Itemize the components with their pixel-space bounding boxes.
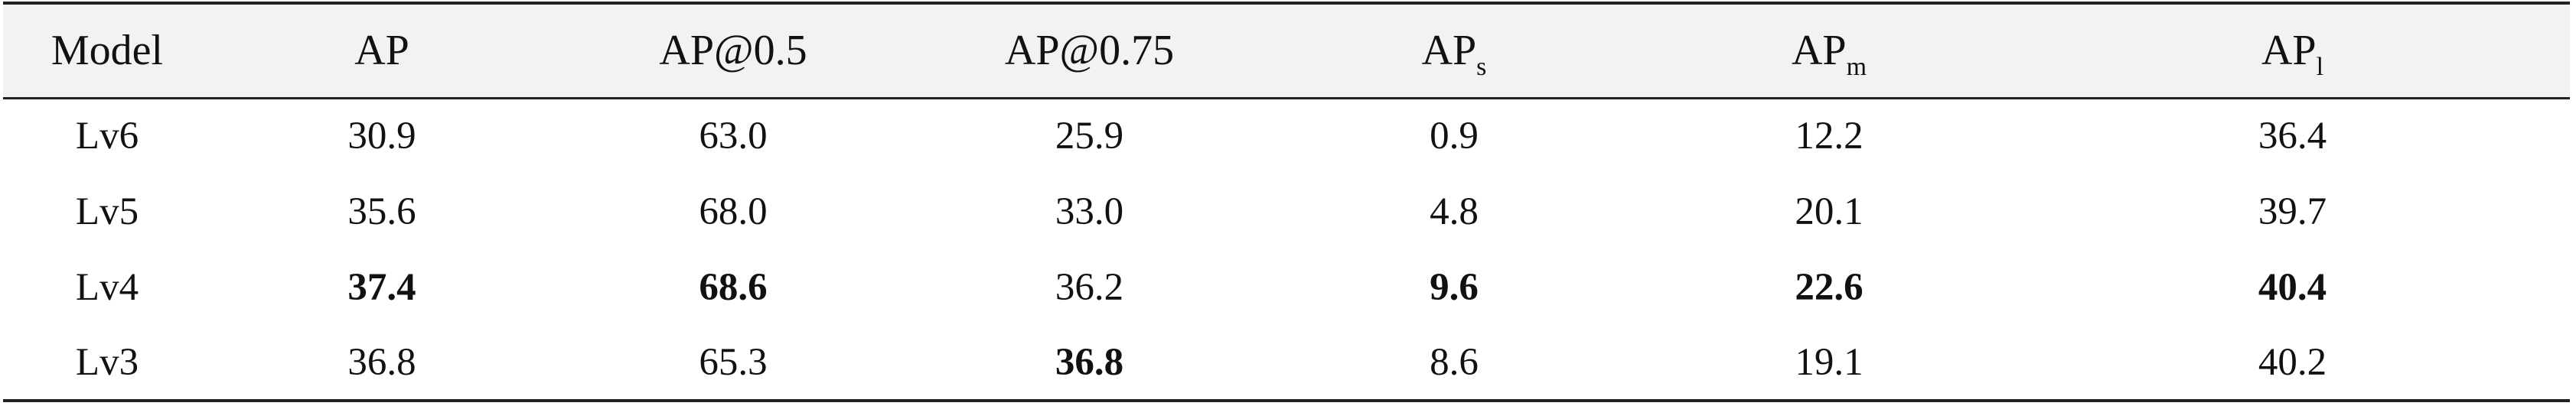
- header-subscript-m: m: [1846, 53, 1867, 82]
- table-row: Lv5 35.6 68.0 33.0 4.8 20.1 39.7: [3, 174, 2570, 249]
- header-ap: AP: [211, 2, 553, 99]
- metric-cell: 65.3: [553, 325, 914, 402]
- header-model: Model: [3, 2, 211, 99]
- results-table: Model AP AP@0.5 AP@0.75 APs APm APl Lv6 3…: [3, 2, 2570, 402]
- metric-cell: 12.2: [1795, 115, 1864, 158]
- table-row: Lv3 36.8 65.3 36.8 8.6 19.1 40.2: [3, 325, 2570, 402]
- header-row: Model AP AP@0.5 AP@0.75 APs APm APl: [3, 2, 2570, 99]
- metric-cell: 9.6: [1430, 265, 1479, 309]
- metric-cell: 68.6: [699, 265, 768, 309]
- metric-cell: 0.9: [1430, 115, 1479, 158]
- header-ap-medium: APm: [1643, 2, 2015, 99]
- model-cell: Lv6: [75, 115, 139, 158]
- table-body: Lv6 30.9 63.0 25.9 0.9 12.2 36.4 Lv5 35.6 68.0 33.…: [3, 98, 2570, 402]
- metric-cell: 36.8: [914, 325, 1265, 402]
- metric-cell: 36.2: [1055, 265, 1124, 309]
- metric-cell: 36.8: [211, 325, 553, 402]
- table-row: Lv6 30.9 63.0 25.9 0.9 12.2 36.4: [3, 98, 2570, 174]
- metric-cell: 20.1: [1795, 190, 1864, 233]
- metric-cell: 37.4: [347, 265, 416, 309]
- metric-cell: 35.6: [347, 190, 416, 233]
- metric-cell: 4.8: [1430, 190, 1479, 233]
- header-subscript-s: s: [1476, 53, 1487, 82]
- metric-cell: 40.4: [2258, 265, 2327, 309]
- table-row: Lv4 37.4 68.6 36.2 9.6 22.6 40.4: [3, 249, 2570, 325]
- header-ap-50: AP@0.5: [553, 2, 914, 99]
- table-header: Model AP AP@0.5 AP@0.75 APs APm APl: [3, 2, 2570, 99]
- metric-cell: 68.0: [699, 190, 768, 233]
- metric-cell: 63.0: [699, 115, 768, 158]
- header-subscript-l: l: [2316, 53, 2324, 82]
- metric-cell: 19.1: [1643, 325, 2015, 402]
- metric-cell: 25.9: [1055, 115, 1124, 158]
- metric-cell: 30.9: [347, 115, 416, 158]
- metric-cell: 22.6: [1795, 265, 1864, 309]
- model-cell: Lv4: [75, 265, 139, 309]
- model-cell: Lv5: [75, 190, 139, 233]
- metric-cell: 8.6: [1265, 325, 1643, 402]
- model-cell: Lv3: [3, 325, 211, 402]
- header-ap-75: AP@0.75: [914, 2, 1265, 99]
- header-ap-small: APs: [1265, 2, 1643, 99]
- metric-cell: 39.7: [2258, 190, 2327, 233]
- metric-cell: 40.2: [2015, 325, 2570, 402]
- metric-cell: 36.4: [2258, 115, 2327, 158]
- metric-cell: 33.0: [1055, 190, 1124, 233]
- header-ap-large: APl: [2015, 2, 2570, 99]
